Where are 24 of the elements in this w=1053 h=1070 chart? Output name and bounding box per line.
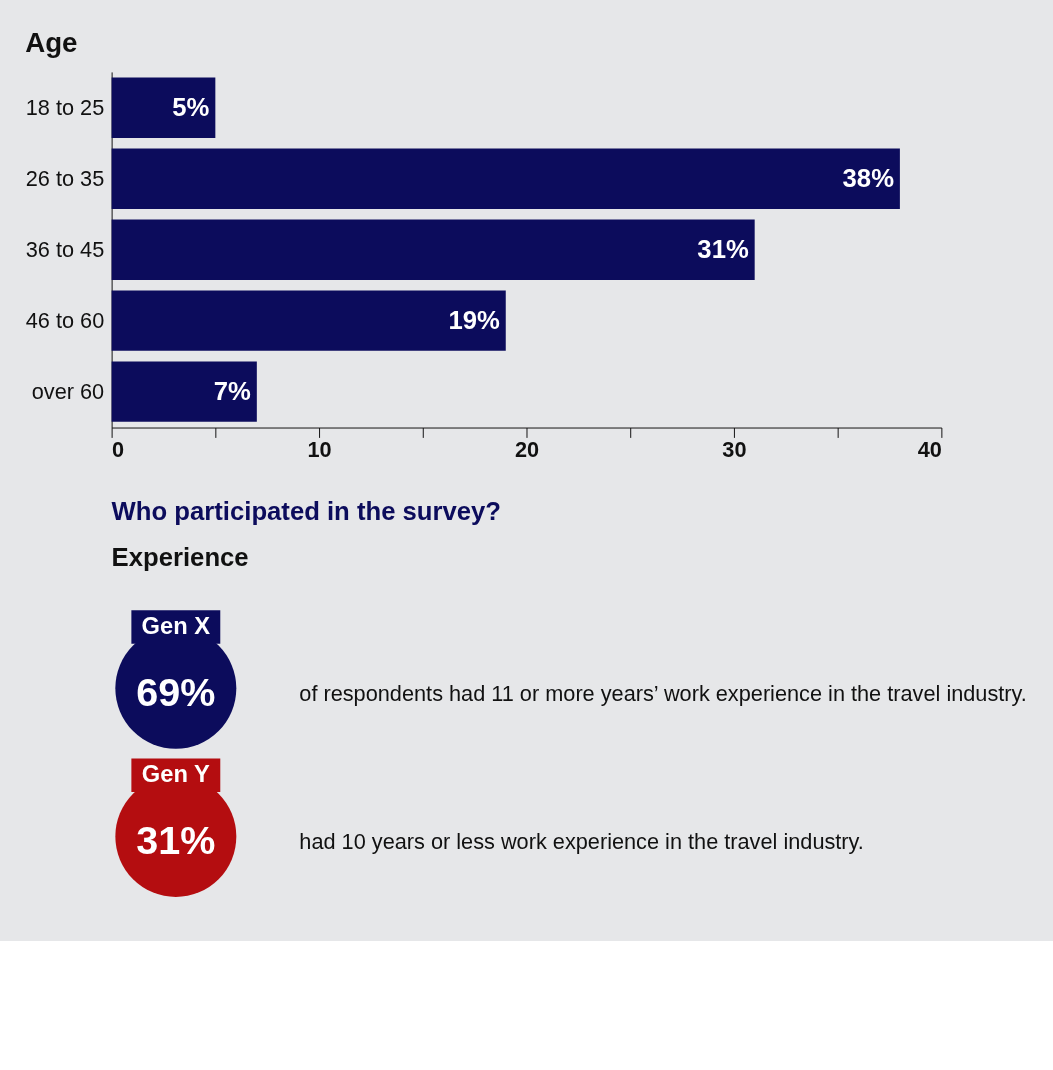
x-tick-label: 30 bbox=[722, 436, 747, 462]
data-label: 7% bbox=[213, 376, 252, 405]
data-label: 31% bbox=[136, 818, 216, 863]
category-label: Gen X bbox=[141, 612, 211, 639]
text: Who participated in the survey? bbox=[111, 497, 502, 526]
x-tick-label: 0 bbox=[112, 436, 125, 462]
data-label: 69% bbox=[136, 670, 216, 715]
y-tick-label: 18 to 25 bbox=[25, 94, 105, 120]
y-tick-label: over 60 bbox=[31, 378, 105, 404]
chart-title: Age bbox=[25, 27, 78, 59]
x-tick-label: 20 bbox=[514, 436, 540, 462]
text: had 10 years or less work experience in the travel industry. bbox=[299, 829, 864, 855]
data-label: 31% bbox=[697, 234, 749, 263]
y-tick-label: 26 to 35 bbox=[25, 165, 105, 191]
data-label: 19% bbox=[448, 305, 500, 334]
y-tick-label: 36 to 45 bbox=[25, 236, 105, 262]
x-tick-label: 40 bbox=[917, 436, 942, 462]
text: Experience bbox=[111, 542, 249, 571]
y-tick-label: 46 to 60 bbox=[25, 307, 105, 333]
category-label: Gen Y bbox=[141, 761, 211, 788]
data-label: 38% bbox=[842, 163, 895, 192]
text: of respondents had 11 or more years’ work experience in the travel industry. bbox=[299, 681, 1027, 707]
x-tick-label: 10 bbox=[307, 436, 332, 462]
data-label: 5% bbox=[172, 92, 210, 121]
